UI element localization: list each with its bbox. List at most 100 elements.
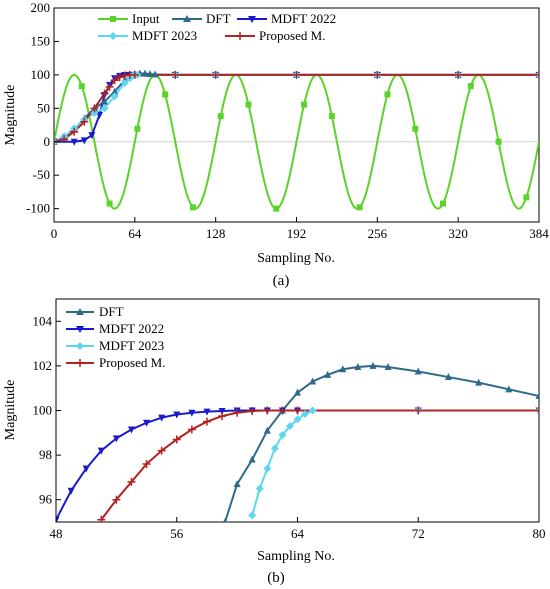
series-line-proposed-m — [54, 73, 539, 143]
series-line-input — [54, 73, 539, 210]
data-point-mdft-2022 — [80, 137, 88, 145]
axis-ticks-b: 48 56 64 72 80 96 98 100 102 104 — [33, 313, 546, 541]
data-point-mdft-2022 — [95, 112, 103, 119]
data-point-dft — [505, 385, 513, 393]
data-point-proposed-m — [414, 406, 423, 415]
series-line-mdft-2022 — [54, 73, 539, 143]
data-point-mdft-2023 — [120, 78, 129, 87]
markers-group-b — [56, 361, 539, 522]
data-point-proposed-m — [110, 76, 119, 85]
data-point-mdft-2022 — [67, 487, 75, 495]
series-line-mdft-2023 — [251, 409, 539, 516]
data-point-dft — [111, 87, 119, 95]
legend-item-mdft-2022: MDFT 2022 — [237, 11, 336, 26]
data-point-dft — [354, 363, 362, 371]
data-point-input — [384, 91, 391, 98]
data-point-input — [189, 204, 196, 211]
data-point-mdft-2022 — [188, 409, 196, 417]
x-tick-label: 384 — [529, 226, 549, 241]
data-point-proposed-m — [100, 89, 109, 98]
data-point-proposed-m — [233, 408, 242, 417]
y-tick-label: 100 — [33, 403, 53, 418]
series-line-mdft-2023 — [54, 73, 539, 143]
data-point-mdft-2023 — [293, 415, 302, 424]
data-point-proposed-m — [142, 460, 151, 469]
data-point-proposed-m — [115, 73, 124, 82]
y-tick-label: -100 — [26, 201, 50, 216]
data-point-dft — [223, 518, 228, 522]
svg-text:DFT: DFT — [206, 11, 231, 26]
panel-label-a: (a) — [273, 273, 290, 289]
data-point-proposed-m — [60, 135, 69, 144]
data-point-proposed-m — [105, 82, 114, 91]
y-tick-label: 96 — [39, 492, 53, 507]
data-point-proposed-m — [80, 117, 89, 126]
data-point-input — [412, 125, 419, 132]
data-point-proposed-m — [202, 417, 211, 426]
data-point-mdft-2022 — [173, 411, 181, 419]
series-line-proposed-m — [100, 409, 539, 521]
data-point-proposed-m — [187, 425, 196, 434]
data-point-dft — [233, 480, 241, 488]
y-tick-label: 98 — [39, 447, 52, 462]
data-point-proposed-m — [218, 412, 227, 421]
legend-b: DFT MDFT 2022 MDFT 2023 Proposed M. — [66, 304, 165, 370]
data-point-input — [134, 125, 141, 132]
data-point-mdft-2022 — [158, 414, 166, 422]
data-point-dft — [294, 388, 301, 396]
data-point-dft — [414, 367, 422, 375]
y-tick-label: 102 — [33, 358, 53, 373]
y-tick-label: 0 — [44, 134, 51, 149]
data-point-mdft-2023 — [90, 108, 99, 117]
data-point-proposed-m — [127, 477, 136, 486]
x-tick-label: 256 — [368, 226, 388, 241]
data-point-dft — [101, 97, 109, 105]
y-tick-label: 200 — [31, 0, 51, 15]
data-point-mdft-2023 — [301, 409, 310, 418]
data-point-proposed-m — [292, 70, 301, 79]
data-point-proposed-m — [373, 70, 382, 79]
data-point-mdft-2022 — [143, 419, 151, 427]
x-tick-label: 80 — [533, 526, 546, 541]
data-point-mdft-2023 — [278, 431, 287, 440]
data-point-proposed-m — [130, 70, 139, 79]
data-point-mdft-2023 — [248, 511, 257, 520]
data-point-dft — [151, 70, 159, 78]
data-point-input — [440, 200, 447, 207]
x-tick-label: 48 — [50, 526, 63, 541]
data-point-mdft-2023 — [255, 484, 264, 493]
data-point-dft — [263, 426, 271, 434]
data-point-proposed-m — [293, 406, 302, 415]
svg-text:MDFT 2022: MDFT 2022 — [271, 11, 336, 26]
y-tick-label: 104 — [33, 313, 53, 328]
data-point-input — [273, 205, 280, 212]
data-point-dft — [384, 363, 392, 371]
x-tick-label: 64 — [291, 526, 305, 541]
y-axis-title-b: Magnitude — [3, 380, 18, 441]
y-tick-label: 150 — [31, 33, 51, 48]
data-point-input — [106, 200, 113, 207]
legend-item-mdft-2023: MDFT 2023 — [98, 28, 197, 43]
data-point-dft — [369, 361, 377, 369]
data-point-dft — [309, 377, 317, 385]
y-axis-title-a: Magnitude — [3, 85, 18, 146]
legend-item-mdft-2022-b: MDFT 2022 — [66, 321, 164, 336]
data-point-mdft-2023 — [308, 406, 317, 415]
legend-item-dft: DFT — [172, 11, 231, 26]
x-tick-label: 128 — [206, 226, 226, 241]
legend-item-input: Input — [98, 11, 160, 26]
panel-label-b: (b) — [267, 570, 285, 586]
data-point-mdft-2022 — [112, 435, 120, 443]
legend-item-dft-b: DFT — [66, 304, 124, 319]
data-point-proposed-m — [70, 127, 79, 136]
data-point-proposed-m — [211, 70, 220, 79]
chart-panel-b: 48 56 64 72 80 96 98 100 102 104 Sampling No. Mag… — [3, 298, 546, 586]
data-point-proposed-m — [454, 70, 463, 79]
legend-item-proposed-b: Proposed M. — [66, 355, 165, 370]
x-tick-label: 320 — [448, 226, 468, 241]
data-point-mdft-2023 — [270, 444, 279, 453]
svg-text:MDFT 2022: MDFT 2022 — [99, 321, 164, 336]
series-group-a — [54, 72, 539, 210]
data-point-input — [78, 83, 85, 90]
data-point-mdft-2023 — [285, 422, 294, 431]
